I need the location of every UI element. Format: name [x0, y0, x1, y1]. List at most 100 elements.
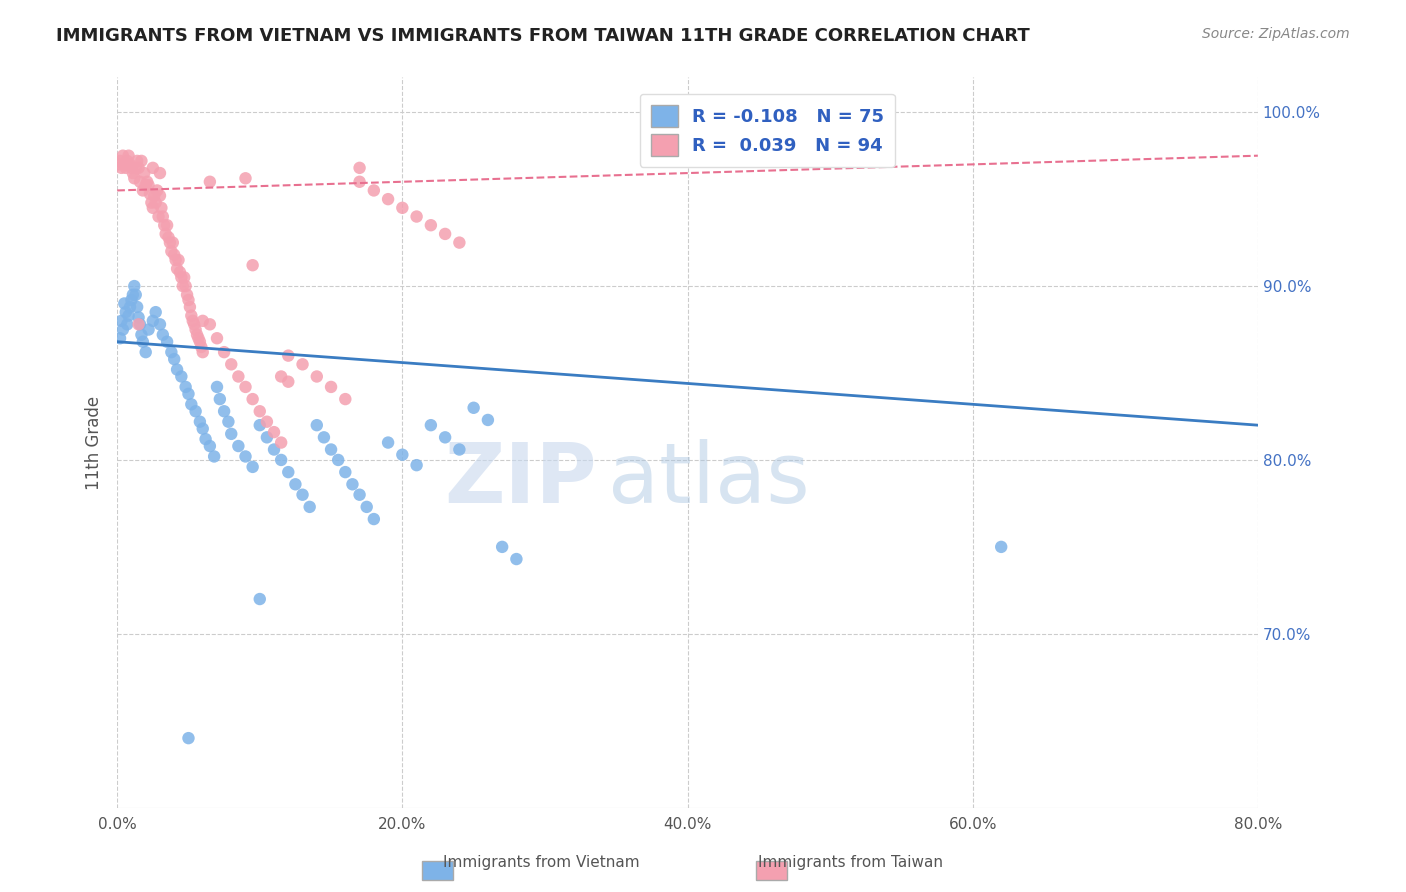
Point [356, 500, 378, 514]
Point [167, 252, 190, 267]
Legend: R = -0.108   N = 75, R =  0.039   N = 94: R = -0.108 N = 75, R = 0.039 N = 94 [640, 94, 896, 167]
Point [391, 201, 413, 215]
Point [312, 430, 335, 444]
Point [115, 153, 138, 168]
Point [434, 227, 457, 241]
Point [145, 195, 167, 210]
Point [141, 195, 163, 210]
Point [319, 380, 342, 394]
Point [198, 439, 221, 453]
Point [149, 166, 172, 180]
Point [122, 166, 145, 180]
Point [150, 201, 173, 215]
Point [134, 166, 156, 180]
Point [131, 327, 153, 342]
Point [138, 178, 160, 193]
Point [174, 380, 197, 394]
Point [120, 161, 142, 175]
Point [125, 161, 148, 175]
Point [142, 201, 165, 215]
Point [110, 314, 132, 328]
Point [132, 334, 155, 349]
Point [183, 318, 205, 332]
Point [111, 322, 134, 336]
Point [177, 731, 200, 746]
Text: atlas: atlas [607, 439, 810, 519]
Point [146, 184, 169, 198]
Point [284, 477, 307, 491]
Point [377, 192, 399, 206]
Point [172, 279, 194, 293]
Point [187, 331, 209, 345]
Point [270, 453, 292, 467]
Point [235, 380, 257, 394]
Point [163, 248, 186, 262]
Point [142, 314, 165, 328]
Point [184, 404, 207, 418]
Point [157, 230, 180, 244]
Point [990, 540, 1012, 554]
Point [112, 296, 135, 310]
Point [212, 404, 235, 418]
Text: Immigrants from Taiwan: Immigrants from Taiwan [758, 855, 943, 870]
Point [235, 171, 257, 186]
Point [505, 552, 527, 566]
Point [270, 369, 292, 384]
Point [263, 425, 285, 439]
Point [148, 210, 170, 224]
Point [491, 540, 513, 554]
Point [170, 369, 193, 384]
Point [142, 161, 165, 175]
Point [202, 450, 225, 464]
Point [449, 442, 471, 457]
Point [263, 442, 285, 457]
Point [277, 465, 299, 479]
Point [363, 512, 385, 526]
Point [114, 305, 136, 319]
Point [169, 265, 191, 279]
Point [186, 327, 208, 342]
Point [277, 349, 299, 363]
Point [117, 149, 139, 163]
Point [208, 392, 231, 406]
Point [235, 450, 257, 464]
Point [434, 430, 457, 444]
Point [135, 345, 157, 359]
Point [391, 448, 413, 462]
Point [155, 227, 177, 241]
Point [117, 309, 139, 323]
Text: ZIP: ZIP [444, 439, 596, 519]
Point [143, 188, 166, 202]
Point [212, 345, 235, 359]
Point [135, 178, 157, 193]
Point [163, 352, 186, 367]
Point [198, 318, 221, 332]
Point [177, 387, 200, 401]
Point [110, 161, 132, 175]
Point [191, 314, 214, 328]
Point [228, 369, 250, 384]
Y-axis label: 11th Grade: 11th Grade [86, 395, 103, 490]
Point [112, 157, 135, 171]
Point [191, 422, 214, 436]
Text: Source: ZipAtlas.com: Source: ZipAtlas.com [1202, 27, 1350, 41]
Point [179, 300, 201, 314]
Point [291, 357, 314, 371]
Point [242, 459, 264, 474]
Point [349, 161, 371, 175]
Point [149, 188, 172, 202]
Text: Immigrants from Vietnam: Immigrants from Vietnam [443, 855, 640, 870]
Point [118, 300, 141, 314]
Point [170, 270, 193, 285]
Point [162, 235, 184, 250]
Point [377, 435, 399, 450]
Point [188, 415, 211, 429]
Point [166, 261, 188, 276]
Point [194, 432, 217, 446]
Point [217, 415, 239, 429]
Point [249, 404, 271, 418]
Point [127, 300, 149, 314]
Point [291, 488, 314, 502]
Point [219, 426, 242, 441]
Point [132, 184, 155, 198]
